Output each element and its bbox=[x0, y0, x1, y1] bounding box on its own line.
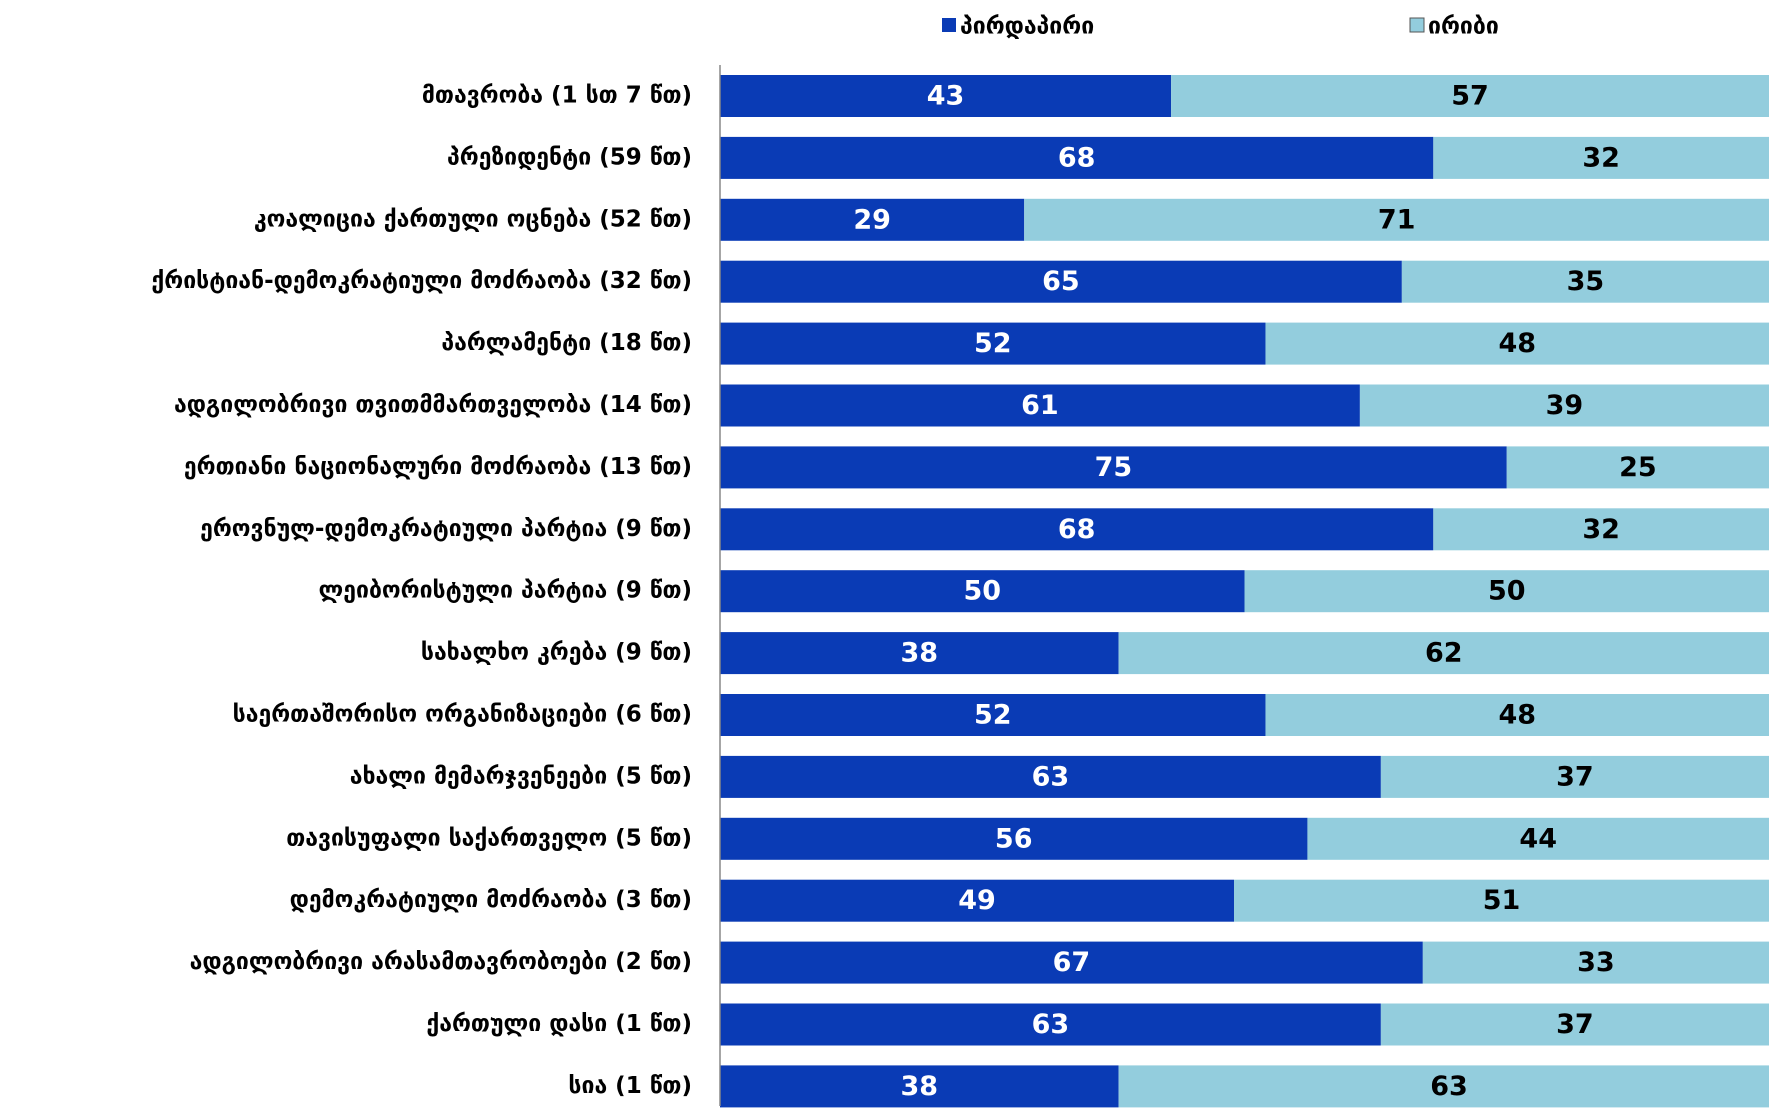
data-label: 44 bbox=[1519, 823, 1557, 854]
bar-segment bbox=[720, 879, 1235, 922]
y-tick-label: ეროვნულ-დემოკრატიული პარტია (9 წთ) bbox=[200, 516, 692, 542]
data-label: 37 bbox=[1556, 1009, 1594, 1040]
data-label: 38 bbox=[901, 1071, 939, 1102]
data-label: 56 bbox=[995, 823, 1033, 854]
data-label: 63 bbox=[1032, 761, 1070, 792]
bar-segment bbox=[1265, 694, 1769, 736]
data-label: 32 bbox=[1582, 514, 1620, 545]
y-tick-label: ადგილობრივი არასამთავრობოები (2 წთ) bbox=[190, 949, 692, 975]
bar-segment bbox=[1380, 755, 1769, 798]
bar-segment bbox=[1024, 198, 1769, 241]
y-tick-label: კოალიცია ქართული ოცნება (52 წთ) bbox=[254, 206, 692, 232]
bar-segment bbox=[720, 941, 1423, 984]
bar-segment bbox=[1118, 1065, 1769, 1108]
bar-segment bbox=[1244, 570, 1769, 613]
data-label: 65 bbox=[1042, 266, 1080, 297]
legend-label: ირიბი bbox=[1428, 14, 1499, 40]
data-label: 51 bbox=[1483, 885, 1521, 916]
data-label: 50 bbox=[1488, 576, 1526, 607]
bar-segment bbox=[720, 136, 1434, 179]
y-tick-label: ერთიანი ნაციონალური მოძრაობა (13 წთ) bbox=[184, 454, 692, 480]
data-label: 48 bbox=[1498, 700, 1536, 731]
bar-segment bbox=[720, 384, 1360, 427]
bar-segment bbox=[720, 322, 1266, 365]
data-label: 61 bbox=[1021, 390, 1059, 421]
y-tick-label: სია (1 წთ) bbox=[568, 1073, 692, 1099]
y-tick-label: პრეზიდენტი (59 წთ) bbox=[447, 144, 692, 170]
data-label: 50 bbox=[963, 576, 1001, 607]
bar-segment bbox=[720, 755, 1381, 798]
bar-segment bbox=[720, 570, 1245, 613]
bar-segment bbox=[720, 817, 1308, 860]
legend-swatch bbox=[942, 18, 956, 32]
y-tick-label: საერთაშორისო ორგანიზაციები (6 წთ) bbox=[233, 702, 692, 728]
data-label: 39 bbox=[1546, 390, 1584, 421]
data-label: 67 bbox=[1053, 947, 1091, 978]
bar-segment bbox=[1359, 384, 1769, 427]
data-label: 63 bbox=[1430, 1071, 1468, 1102]
data-label: 75 bbox=[1095, 452, 1133, 483]
bar-segment bbox=[720, 198, 1025, 241]
data-label: 68 bbox=[1058, 142, 1096, 173]
bar-segment bbox=[1506, 446, 1769, 489]
data-label: 71 bbox=[1378, 204, 1416, 235]
data-label: 37 bbox=[1556, 761, 1594, 792]
bar-segment bbox=[1307, 817, 1769, 860]
bar-segment bbox=[1380, 1003, 1769, 1046]
bar-segment bbox=[720, 1003, 1381, 1046]
bar-segment bbox=[1234, 879, 1769, 922]
data-label: 63 bbox=[1032, 1009, 1070, 1040]
y-tick-label: ახალი მემარჯვენეები (5 წთ) bbox=[350, 763, 692, 789]
bar-segment bbox=[1433, 508, 1769, 551]
bar-segment bbox=[720, 694, 1266, 736]
y-tick-label: ლეიბორისტული პარტია (9 წთ) bbox=[319, 578, 692, 604]
data-label: 68 bbox=[1058, 514, 1096, 545]
y-tick-label: პარლამენტი (18 წთ) bbox=[441, 330, 692, 356]
data-label: 29 bbox=[853, 204, 891, 235]
legend-swatch bbox=[1409, 17, 1425, 33]
bar-segment bbox=[720, 1065, 1119, 1108]
data-label: 33 bbox=[1577, 947, 1615, 978]
y-tick-label: დემოკრატიული მოძრაობა (3 წთ) bbox=[290, 887, 692, 913]
bar-segment bbox=[1171, 75, 1769, 117]
data-label: 57 bbox=[1451, 81, 1489, 112]
bar-segment bbox=[1433, 136, 1769, 179]
bar-segment bbox=[1265, 322, 1769, 365]
y-tick-label: ადგილობრივი თვითმმართველობა (14 წთ) bbox=[174, 392, 692, 418]
y-tick-label: მთავრობა (1 სთ 7 წთ) bbox=[422, 83, 692, 109]
data-label: 38 bbox=[901, 638, 939, 669]
bar-segment bbox=[720, 632, 1119, 675]
data-label: 52 bbox=[974, 328, 1012, 359]
y-tick-label: სახალხო კრება (9 წთ) bbox=[421, 640, 692, 666]
data-label: 62 bbox=[1425, 638, 1463, 669]
data-label: 32 bbox=[1582, 142, 1620, 173]
bar-segment bbox=[720, 446, 1507, 489]
y-tick-label: თავისუფალი საქართველო (5 წთ) bbox=[286, 825, 692, 851]
data-label: 43 bbox=[927, 81, 965, 112]
data-label: 48 bbox=[1498, 328, 1536, 359]
y-tick-label: ქართული დასი (1 წთ) bbox=[426, 1011, 692, 1037]
bar-segment bbox=[1422, 941, 1769, 984]
legend-label: პირდაპირი bbox=[960, 14, 1094, 40]
data-label: 35 bbox=[1567, 266, 1605, 297]
bar-segment bbox=[1401, 260, 1769, 303]
bar-segment bbox=[720, 508, 1434, 551]
data-label: 25 bbox=[1619, 452, 1657, 483]
y-tick-label: ქრისტიან-დემოკრატიული მოძრაობა (32 წთ) bbox=[151, 268, 692, 294]
bar-segment bbox=[1118, 632, 1769, 675]
bar-segment bbox=[720, 260, 1402, 303]
data-label: 49 bbox=[958, 885, 996, 916]
data-label: 52 bbox=[974, 700, 1012, 731]
bar-segment bbox=[720, 75, 1172, 117]
